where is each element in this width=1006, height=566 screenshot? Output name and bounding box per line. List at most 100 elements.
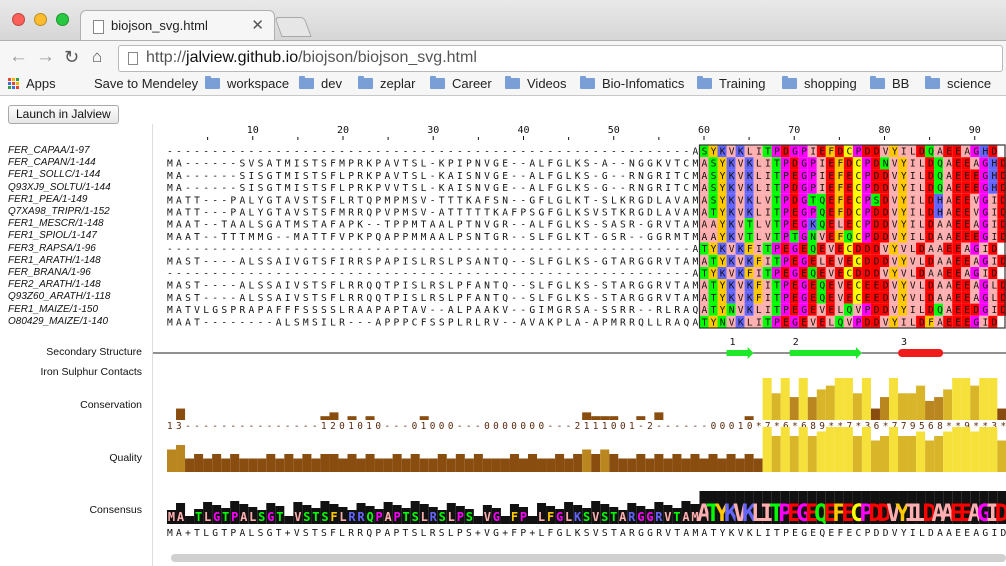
- residue-color: [852, 169, 862, 182]
- consensus-logo-letter: P: [778, 499, 792, 527]
- consensus-bar: [916, 491, 926, 524]
- sequence-id[interactable]: Q7XA98_TRIPR/1-152: [8, 206, 110, 217]
- sequence-id[interactable]: FER_CAPAN/1-144: [8, 157, 96, 169]
- conservation-bar: [825, 385, 835, 420]
- consensus-logo-letter: L: [538, 510, 545, 524]
- consensus-bar: [509, 504, 519, 524]
- back-arrow-icon[interactable]: ←: [9, 46, 28, 67]
- minimize-window-button[interactable]: [34, 13, 47, 26]
- consensus-logo-letter: T: [222, 510, 229, 524]
- bookmark-apps[interactable]: Apps: [8, 76, 56, 91]
- residue-color: [997, 291, 1006, 304]
- residue-color: [780, 291, 790, 304]
- conservation-label[interactable]: Conservation: [80, 399, 142, 411]
- consensus-logo-letter: T: [312, 510, 319, 524]
- iron-sulphur-label[interactable]: Iron Sulphur Contacts: [40, 366, 142, 378]
- consensus-bar: [834, 491, 844, 524]
- residue-color: [961, 193, 971, 206]
- sequence-id[interactable]: FER2_ARATH/1-148: [8, 279, 101, 291]
- sequence-id[interactable]: FER_CAPAA/1-97: [8, 145, 90, 156]
- reload-icon[interactable]: ↻: [64, 47, 80, 67]
- quality-bar: [582, 449, 592, 472]
- horizontal-scrollbar[interactable]: [171, 554, 1006, 562]
- alignment-panel[interactable]: 10 20 30 40 50 60 70 80 90 ----------------------…: [153, 124, 1006, 566]
- address-bar[interactable]: http://jalview.github.io/biojson/biojson…: [118, 45, 1003, 72]
- bookmark-label: Videos: [527, 76, 567, 91]
- consensus-label[interactable]: Consensus: [89, 504, 142, 516]
- close-tab-icon[interactable]: ✕: [251, 17, 264, 34]
- zoom-window-button[interactable]: [56, 13, 69, 26]
- residue-color: [879, 291, 889, 304]
- conservation-bar: [979, 378, 989, 420]
- bookmark-save-to-mendeley[interactable]: Save to Mendeley: [76, 76, 198, 91]
- bookmark-career[interactable]: Career: [430, 76, 492, 91]
- sequence-id[interactable]: Q93Z60_ARATH/1-118: [8, 291, 111, 303]
- sequence-id[interactable]: O80429_MAIZE/1-140: [8, 315, 109, 327]
- sequence-id[interactable]: FER1_SOLLC/1-144: [8, 169, 101, 181]
- close-window-button[interactable]: [12, 13, 25, 26]
- folder-icon: [299, 76, 314, 89]
- residue-color: [889, 242, 899, 255]
- sequence-id[interactable]: FER3_RAPSA/1-96: [8, 242, 96, 254]
- bookmark-training[interactable]: Training: [697, 76, 765, 91]
- residue-color: [961, 279, 971, 292]
- residue-color: [870, 181, 880, 194]
- residue-color: [852, 218, 862, 231]
- residue-color: [879, 181, 889, 194]
- residue-color: [988, 242, 998, 255]
- sequence-id[interactable]: FER_BRANA/1-96: [8, 267, 91, 278]
- sequence-id[interactable]: FER1_ARATH/1-148: [8, 254, 101, 266]
- consensus-logo-letter: A: [384, 510, 392, 524]
- residue-color: [717, 242, 727, 255]
- residue-color: [753, 206, 763, 219]
- bookmark-science[interactable]: science: [925, 76, 991, 91]
- new-tab-button[interactable]: [274, 17, 312, 37]
- residue-color: [916, 279, 926, 292]
- residue-color: [699, 254, 709, 267]
- browser-tab[interactable]: biojson_svg.html ✕: [80, 10, 275, 41]
- residue-color: [898, 242, 908, 255]
- residue-color: [870, 169, 880, 182]
- residue-color: [934, 145, 944, 158]
- consensus-bar: [329, 504, 339, 524]
- launch-in-jalview-button[interactable]: Launch in Jalview: [8, 105, 119, 124]
- bookmark-workspace[interactable]: workspace: [205, 76, 289, 91]
- alignment-viewer: FER_CAPAA/1-97 FER_CAPAN/1-144 FER1_SOLLC/…: [0, 124, 1006, 566]
- residue-color: [889, 279, 899, 292]
- quality-label[interactable]: Quality: [109, 452, 142, 464]
- bookmark-zeplar[interactable]: zeplar: [358, 76, 415, 91]
- residue-color: [762, 145, 772, 158]
- residue-color: [961, 157, 971, 170]
- quality-bar: [176, 445, 186, 472]
- residue-color: [834, 169, 844, 182]
- residue-color: [970, 193, 980, 206]
- residue-color: [898, 157, 908, 170]
- bookmark-bio-infomatics[interactable]: Bio-Infomatics: [580, 76, 684, 91]
- panel-divider[interactable]: [152, 124, 153, 566]
- sequence-id[interactable]: Q93XJ9_SOLTU/1-144: [8, 181, 111, 193]
- home-icon[interactable]: ⌂: [92, 47, 103, 66]
- bookmark-shopping[interactable]: shopping: [782, 76, 857, 91]
- residue-color: [898, 230, 908, 243]
- bookmark-bb[interactable]: BB: [870, 76, 909, 91]
- folder-icon: [430, 76, 445, 89]
- residue-color: [834, 230, 844, 243]
- residue-color: [934, 291, 944, 304]
- residue-color: [961, 181, 971, 194]
- quality-bar: [699, 458, 709, 472]
- sequence-id[interactable]: FER1_MESCR/1-148: [8, 218, 104, 230]
- consensus-logo-letter: R: [430, 510, 438, 524]
- bookmark-label: dev: [321, 76, 342, 91]
- sequence-id[interactable]: FER1_SPIOL/1-147: [8, 230, 97, 242]
- residue-color: [789, 181, 799, 194]
- residue-color: [834, 315, 844, 328]
- residue-color: [916, 267, 926, 280]
- sequence-id[interactable]: FER1_PEA/1-149: [8, 193, 88, 205]
- bookmark-videos[interactable]: Videos: [505, 76, 567, 91]
- quality-bar: [203, 458, 213, 472]
- bookmark-dev[interactable]: dev: [299, 76, 342, 91]
- sequence-id[interactable]: FER1_MAIZE/1-150: [8, 303, 99, 315]
- consensus-logo-letter: A: [177, 510, 185, 524]
- secondary-structure-label[interactable]: Secondary Structure: [46, 346, 142, 358]
- forward-arrow-icon[interactable]: →: [36, 46, 55, 67]
